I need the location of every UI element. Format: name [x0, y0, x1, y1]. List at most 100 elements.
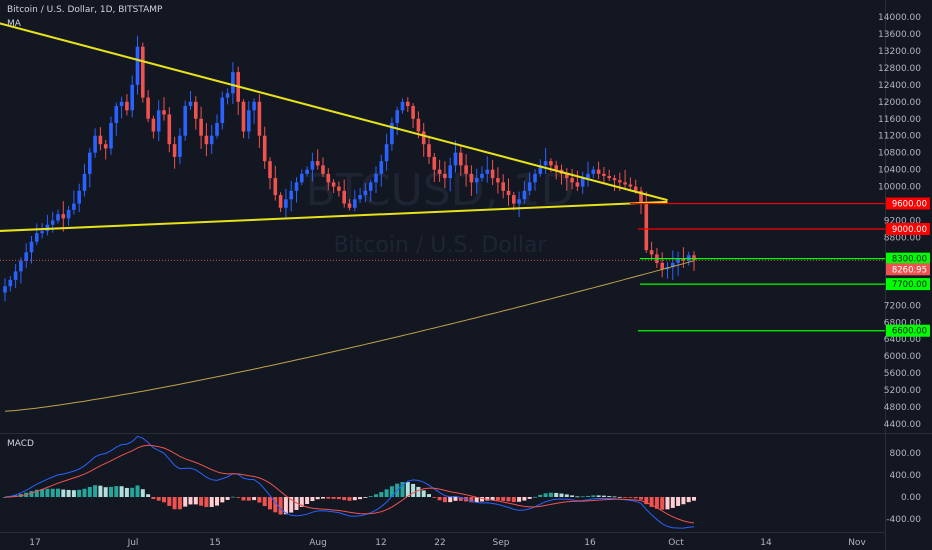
candle-body[interactable]	[268, 161, 272, 179]
candle-body[interactable]	[427, 144, 431, 157]
candle-body[interactable]	[114, 106, 119, 123]
candle-body[interactable]	[411, 106, 415, 119]
candle-body[interactable]	[209, 135, 214, 145]
candle-body[interactable]	[188, 101, 193, 107]
candle-body[interactable]	[72, 203, 76, 210]
candle-body[interactable]	[50, 220, 55, 225]
candle-body[interactable]	[331, 182, 336, 187]
candle-body[interactable]	[480, 173, 484, 179]
candle-body[interactable]	[390, 122, 394, 145]
candle-body[interactable]	[602, 173, 606, 176]
candle-body[interactable]	[363, 190, 368, 196]
candle-body[interactable]	[490, 169, 495, 179]
candle-body[interactable]	[119, 101, 124, 107]
candle-body[interactable]	[19, 260, 23, 272]
candle-body[interactable]	[538, 165, 543, 174]
candle-body[interactable]	[29, 241, 34, 253]
candle-body[interactable]	[686, 255, 691, 261]
candle-body[interactable]	[506, 190, 511, 196]
candle-body[interactable]	[93, 135, 97, 153]
candle-body[interactable]	[374, 173, 378, 183]
candle-body[interactable]	[98, 135, 103, 145]
candle-body[interactable]	[252, 101, 256, 111]
candle-body[interactable]	[13, 271, 18, 280]
candle-body[interactable]	[289, 190, 293, 200]
candle-body[interactable]	[623, 182, 627, 185]
candle-body[interactable]	[406, 101, 410, 107]
candle-body[interactable]	[194, 101, 198, 119]
candle-body[interactable]	[241, 101, 246, 132]
candle-body[interactable]	[172, 144, 177, 157]
candle-body[interactable]	[501, 182, 505, 191]
candle-body[interactable]	[639, 190, 643, 204]
candle-body[interactable]	[273, 178, 278, 196]
candle-body[interactable]	[432, 156, 437, 170]
candle-body[interactable]	[310, 161, 315, 170]
candle-body[interactable]	[278, 195, 283, 208]
candle-body[interactable]	[156, 110, 161, 132]
candle-body[interactable]	[103, 144, 108, 149]
candle-body[interactable]	[135, 46, 140, 85]
candle-body[interactable]	[183, 106, 187, 136]
candle-body[interactable]	[151, 118, 156, 132]
candle-body[interactable]	[400, 101, 405, 111]
candle-body[interactable]	[671, 262, 675, 268]
candle-body[interactable]	[416, 118, 421, 132]
candle-body[interactable]	[315, 161, 320, 166]
candle-body[interactable]	[40, 231, 44, 234]
candle-body[interactable]	[231, 72, 235, 94]
candle-body[interactable]	[88, 152, 92, 174]
candle-body[interactable]	[300, 173, 304, 183]
candle-body[interactable]	[342, 190, 346, 204]
candle-body[interactable]	[448, 165, 452, 179]
candle-body[interactable]	[204, 135, 209, 145]
candle-body[interactable]	[167, 114, 172, 145]
candle-body[interactable]	[633, 186, 638, 191]
candle-body[interactable]	[24, 252, 28, 261]
candle-body[interactable]	[247, 110, 251, 132]
candle-body[interactable]	[358, 195, 362, 200]
candle-body[interactable]	[469, 173, 474, 183]
candle-body[interactable]	[215, 122, 219, 136]
candle-body[interactable]	[527, 182, 532, 191]
candle-body[interactable]	[384, 144, 389, 162]
candle-body[interactable]	[464, 165, 468, 174]
candle-body[interactable]	[82, 173, 87, 191]
candle-body[interactable]	[395, 110, 399, 123]
trendline-upper[interactable]	[0, 22, 668, 202]
candle-body[interactable]	[517, 199, 521, 204]
candle-body[interactable]	[61, 214, 66, 219]
candle-body[interactable]	[565, 173, 569, 179]
candle-body[interactable]	[649, 250, 654, 255]
candle-body[interactable]	[692, 255, 696, 261]
candle-body[interactable]	[294, 182, 299, 191]
candle-body[interactable]	[66, 209, 71, 219]
candle-body[interactable]	[141, 46, 145, 98]
candle-body[interactable]	[596, 169, 601, 174]
moving-average-line[interactable]	[4, 260, 695, 412]
candle-body[interactable]	[162, 110, 166, 115]
candle-body[interactable]	[353, 199, 357, 208]
candle-body[interactable]	[681, 258, 686, 261]
signal-line[interactable]	[4, 444, 695, 524]
candle-body[interactable]	[326, 173, 331, 183]
candle-body[interactable]	[618, 180, 622, 183]
candle-body[interactable]	[347, 203, 352, 208]
candle-body[interactable]	[220, 97, 225, 123]
candle-body[interactable]	[337, 186, 341, 191]
candle-body[interactable]	[607, 175, 611, 179]
candle-body[interactable]	[580, 178, 585, 187]
macd-line[interactable]	[4, 435, 695, 529]
candle-body[interactable]	[437, 169, 442, 174]
candle-body[interactable]	[644, 203, 649, 251]
candle-body[interactable]	[125, 101, 129, 111]
indicator-label[interactable]: MA	[7, 19, 22, 29]
candle-body[interactable]	[284, 199, 288, 208]
candle-body[interactable]	[459, 152, 463, 166]
candle-body[interactable]	[262, 135, 267, 162]
trendline-lower[interactable]	[0, 200, 668, 235]
candle-body[interactable]	[146, 97, 150, 119]
candle-body[interactable]	[368, 182, 373, 191]
candle-body[interactable]	[485, 169, 490, 174]
candle-body[interactable]	[660, 262, 664, 270]
